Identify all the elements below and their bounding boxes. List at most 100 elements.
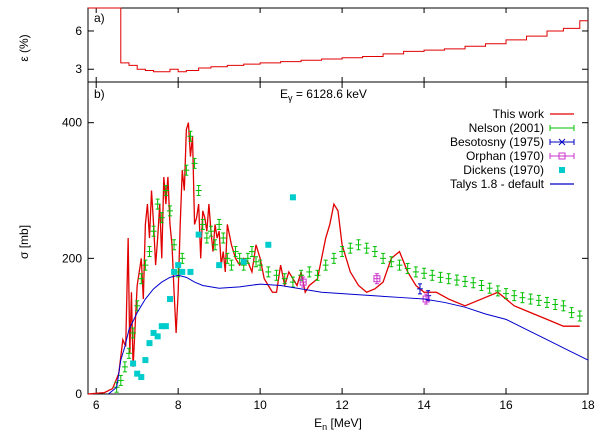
point-nelson-2001-59 — [453, 274, 460, 286]
point-nelson-2001-14 — [171, 239, 178, 251]
point-nelson-2001-43 — [322, 259, 329, 271]
point-nelson-2001-53 — [404, 263, 411, 275]
point-dickens-1970-7 — [158, 323, 165, 330]
point-nelson-2001-7 — [142, 259, 149, 271]
panel-a-y-ticks: 36 — [75, 8, 589, 82]
legend-label-besotosny-1975: Besotosny (1975) — [450, 135, 544, 149]
point-dickens-1970-15 — [216, 262, 223, 269]
point-nelson-2001-42 — [314, 269, 321, 281]
xlabel-main: E — [314, 416, 322, 430]
point-nelson-2001-73 — [568, 307, 575, 319]
point-nelson-2001-3 — [125, 347, 132, 359]
point-nelson-2001-17 — [183, 164, 190, 176]
point-nelson-2001-60 — [462, 275, 469, 287]
legend-item-this-work: This work — [493, 107, 574, 121]
point-nelson-2001-41 — [306, 266, 313, 278]
panel-b-ylabel: σ [mb] — [17, 225, 31, 259]
point-nelson-2001-23 — [207, 225, 214, 237]
point-nelson-2001-25 — [216, 218, 223, 230]
point-nelson-2001-36 — [265, 266, 272, 278]
panel-b-xlabel: En [MeV] — [314, 416, 362, 432]
legend-label-talys-1-8-default: Talys 1.8 - default — [450, 177, 545, 191]
point-nelson-2001-38 — [281, 273, 288, 285]
series-orphan-1970 — [299, 273, 430, 305]
point-nelson-2001-20 — [195, 185, 202, 197]
point-nelson-2001-48 — [363, 242, 370, 254]
point-nelson-2001-18 — [187, 130, 194, 142]
point-nelson-2001-44 — [330, 252, 337, 264]
b-xtick-label-2: 10 — [253, 398, 267, 412]
point-nelson-2001-35 — [257, 259, 264, 271]
b-ytick-label-2: 400 — [62, 116, 82, 130]
point-nelson-2001-62 — [478, 279, 485, 291]
point-nelson-2001-74 — [576, 310, 583, 322]
a-ytick-label-0: 3 — [75, 62, 82, 76]
point-nelson-2001-1 — [117, 374, 124, 386]
xlabel-sub: n — [322, 422, 327, 432]
point-nelson-2001-8 — [146, 246, 153, 258]
point-dickens-1970-10 — [171, 268, 178, 275]
point-nelson-2001-69 — [535, 294, 542, 306]
point-nelson-2001-56 — [429, 269, 436, 281]
series-this-work — [87, 122, 580, 395]
point-nelson-2001-63 — [486, 282, 493, 294]
b-xtick-label-0: 6 — [93, 398, 100, 412]
legend-swatch-besotosny-1975 — [549, 138, 575, 146]
point-nelson-2001-9 — [150, 225, 157, 237]
point-nelson-2001-16 — [179, 252, 186, 264]
annotation-rest: = 6128.6 keV — [293, 87, 367, 101]
legend-item-orphan-1970: Orphan (1970) — [466, 149, 575, 163]
legend-swatch-dickens-1970 — [559, 167, 565, 173]
panel-b: b) σ [mb] En [MeV] Eγ = 6128.6 keV 6 8 10 1… — [17, 81, 595, 432]
point-nelson-2001-33 — [248, 246, 255, 258]
point-nelson-2001-71 — [552, 298, 559, 310]
point-nelson-2001-19 — [191, 157, 198, 169]
point-nelson-2001-52 — [396, 259, 403, 271]
point-dickens-1970-12 — [179, 268, 186, 275]
point-nelson-2001-68 — [527, 293, 534, 305]
gamma-energy-annotation: Eγ = 6128.6 keV — [280, 87, 367, 103]
point-dickens-1970-16 — [240, 258, 247, 265]
annotation-sub: γ — [288, 93, 293, 103]
legend-item-talys-1-8-default: Talys 1.8 - default — [450, 177, 574, 191]
point-dickens-1970-13 — [187, 268, 194, 275]
point-nelson-2001-10 — [154, 198, 161, 210]
panel-a-efficiency-line — [88, 7, 588, 73]
point-nelson-2001-72 — [560, 300, 567, 312]
point-dickens-1970-4 — [146, 340, 153, 347]
a-ytick-label-1: 6 — [75, 24, 82, 38]
line-this-work — [87, 122, 580, 395]
point-nelson-2001-66 — [511, 290, 518, 302]
point-besotosny-1975-0 — [416, 283, 423, 295]
point-nelson-2001-40 — [298, 269, 305, 281]
point-nelson-2001-61 — [470, 277, 477, 289]
point-dickens-1970-0 — [130, 360, 137, 367]
legend-label-orphan-1970: Orphan (1970) — [466, 149, 544, 163]
legend-label-nelson-2001: Nelson (2001) — [469, 121, 544, 135]
panel-b-label: b) — [94, 87, 105, 101]
point-nelson-2001-34 — [253, 256, 260, 268]
xlabel-unit: [MeV] — [327, 416, 362, 430]
point-orphan-1970-0 — [299, 276, 307, 288]
point-nelson-2001-26 — [220, 232, 227, 244]
b-ytick-label-0: 0 — [75, 387, 82, 401]
point-nelson-2001-29 — [232, 246, 239, 258]
legend-item-nelson-2001: Nelson (2001) — [469, 121, 575, 135]
point-nelson-2001-39 — [289, 276, 296, 288]
point-nelson-2001-50 — [380, 252, 387, 264]
point-nelson-2001-37 — [273, 269, 280, 281]
point-nelson-2001-55 — [421, 267, 428, 279]
point-nelson-2001-65 — [503, 288, 510, 300]
legend-item-dickens-1970: Dickens (1970) — [463, 163, 565, 177]
point-nelson-2001-47 — [355, 239, 362, 251]
b-xtick-label-4: 14 — [417, 398, 431, 412]
point-dickens-1970-1 — [134, 370, 141, 377]
panel-b-x-ticks: 6 8 10 12 14 16 18 — [93, 82, 595, 412]
point-dickens-1970-2 — [138, 374, 145, 381]
point-dickens-1970-8 — [162, 323, 169, 330]
point-dickens-1970-6 — [154, 333, 161, 340]
point-nelson-2001-13 — [166, 205, 173, 217]
legend-swatch-orphan-1970 — [549, 152, 575, 160]
